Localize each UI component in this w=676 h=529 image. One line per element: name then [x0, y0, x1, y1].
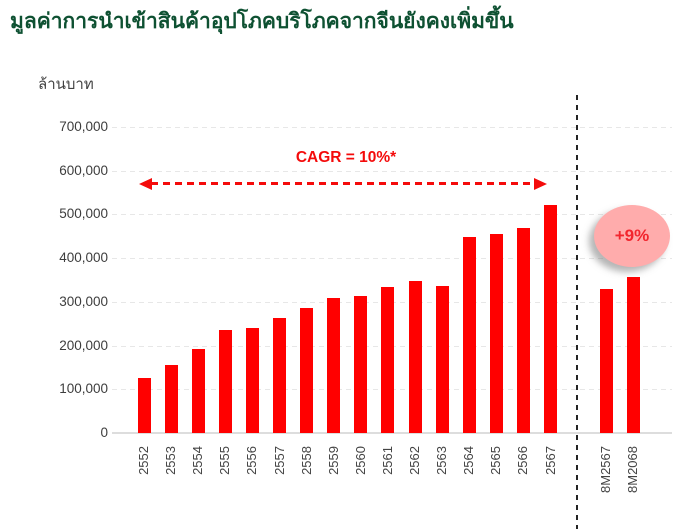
bar-2555: [218, 330, 232, 433]
x-tick-label-2560: 2560: [352, 446, 368, 475]
x-tick-label-2563: 2563: [434, 446, 450, 475]
x-tick-label-2553: 2553: [163, 446, 179, 475]
growth-badge-label: +9%: [614, 226, 650, 245]
bar-2557: [273, 318, 286, 433]
plot-area: 700,000 600,000 500,000 400,000 300,000 200,0…: [59, 119, 672, 493]
y-tick-label: 0: [100, 425, 108, 440]
cagr-annotation: CAGR = 10%*: [295, 149, 397, 166]
x-tick-label-2566: 2566: [515, 446, 531, 475]
cagr-arrow: [151, 182, 535, 185]
gridline: [112, 258, 672, 260]
y-tick-label: 700,000: [59, 119, 108, 134]
x-tick-label-8M2567: 8M2567: [598, 446, 613, 493]
y-tick-label: 400,000: [59, 250, 108, 266]
y-tick-label: 300,000: [59, 293, 108, 309]
bar-2563: [435, 285, 449, 433]
x-tick-label-2554: 2554: [190, 446, 206, 475]
gridline: [112, 127, 672, 128]
x-tick-label-2565: 2565: [488, 446, 504, 475]
bar-2562: [408, 280, 422, 433]
bar-2564: [462, 237, 476, 433]
x-axis-baseline: [112, 432, 672, 434]
forecast-separator-line: [576, 95, 578, 529]
bar-2554: [191, 348, 205, 433]
bar-2567: [544, 204, 557, 433]
bar-2560: [354, 295, 368, 433]
bar-8M2567: [599, 288, 613, 433]
gridline: [112, 214, 672, 216]
bar-2556: [245, 328, 259, 433]
bar-8M2068: [626, 276, 640, 433]
x-tick-label-8M2068: 8M2068: [625, 446, 640, 493]
bar-2552: [137, 378, 151, 433]
growth-badge: +9%: [594, 205, 670, 267]
x-tick-label-2555: 2555: [217, 446, 233, 475]
left-arrowhead-icon: [139, 177, 152, 190]
y-tick-label: 500,000: [59, 206, 108, 222]
x-tick-label-2561: 2561: [379, 446, 395, 475]
bar-2566: [516, 228, 530, 433]
bar-2558: [300, 307, 314, 433]
gridline: [112, 170, 672, 172]
y-axis-unit-label: ล้านบาท: [38, 76, 94, 93]
y-tick-label: 600,000: [59, 162, 108, 178]
x-tick-label-2567: 2567: [542, 446, 558, 475]
x-tick-label-2558: 2558: [298, 446, 314, 475]
chart-title: มูลค่าการนำเข้าสินค้าอุปโภคบริโภคจากจีนย…: [10, 10, 514, 33]
x-tick-label-2557: 2557: [271, 446, 287, 475]
x-tick-label-2559: 2559: [325, 446, 341, 475]
y-tick-label: 200,000: [59, 337, 108, 353]
x-tick-label-2556: 2556: [244, 446, 260, 475]
right-arrowhead-icon: [534, 177, 547, 190]
x-tick-label-2562: 2562: [407, 446, 422, 475]
bar-2559: [327, 298, 341, 433]
y-tick-label: 100,000: [59, 381, 108, 397]
x-tick-label-2552: 2552: [136, 446, 151, 475]
bar-2565: [489, 233, 503, 433]
x-tick-label-2564: 2564: [461, 446, 477, 475]
bar-2561: [381, 286, 395, 433]
bar-2553: [164, 365, 178, 433]
